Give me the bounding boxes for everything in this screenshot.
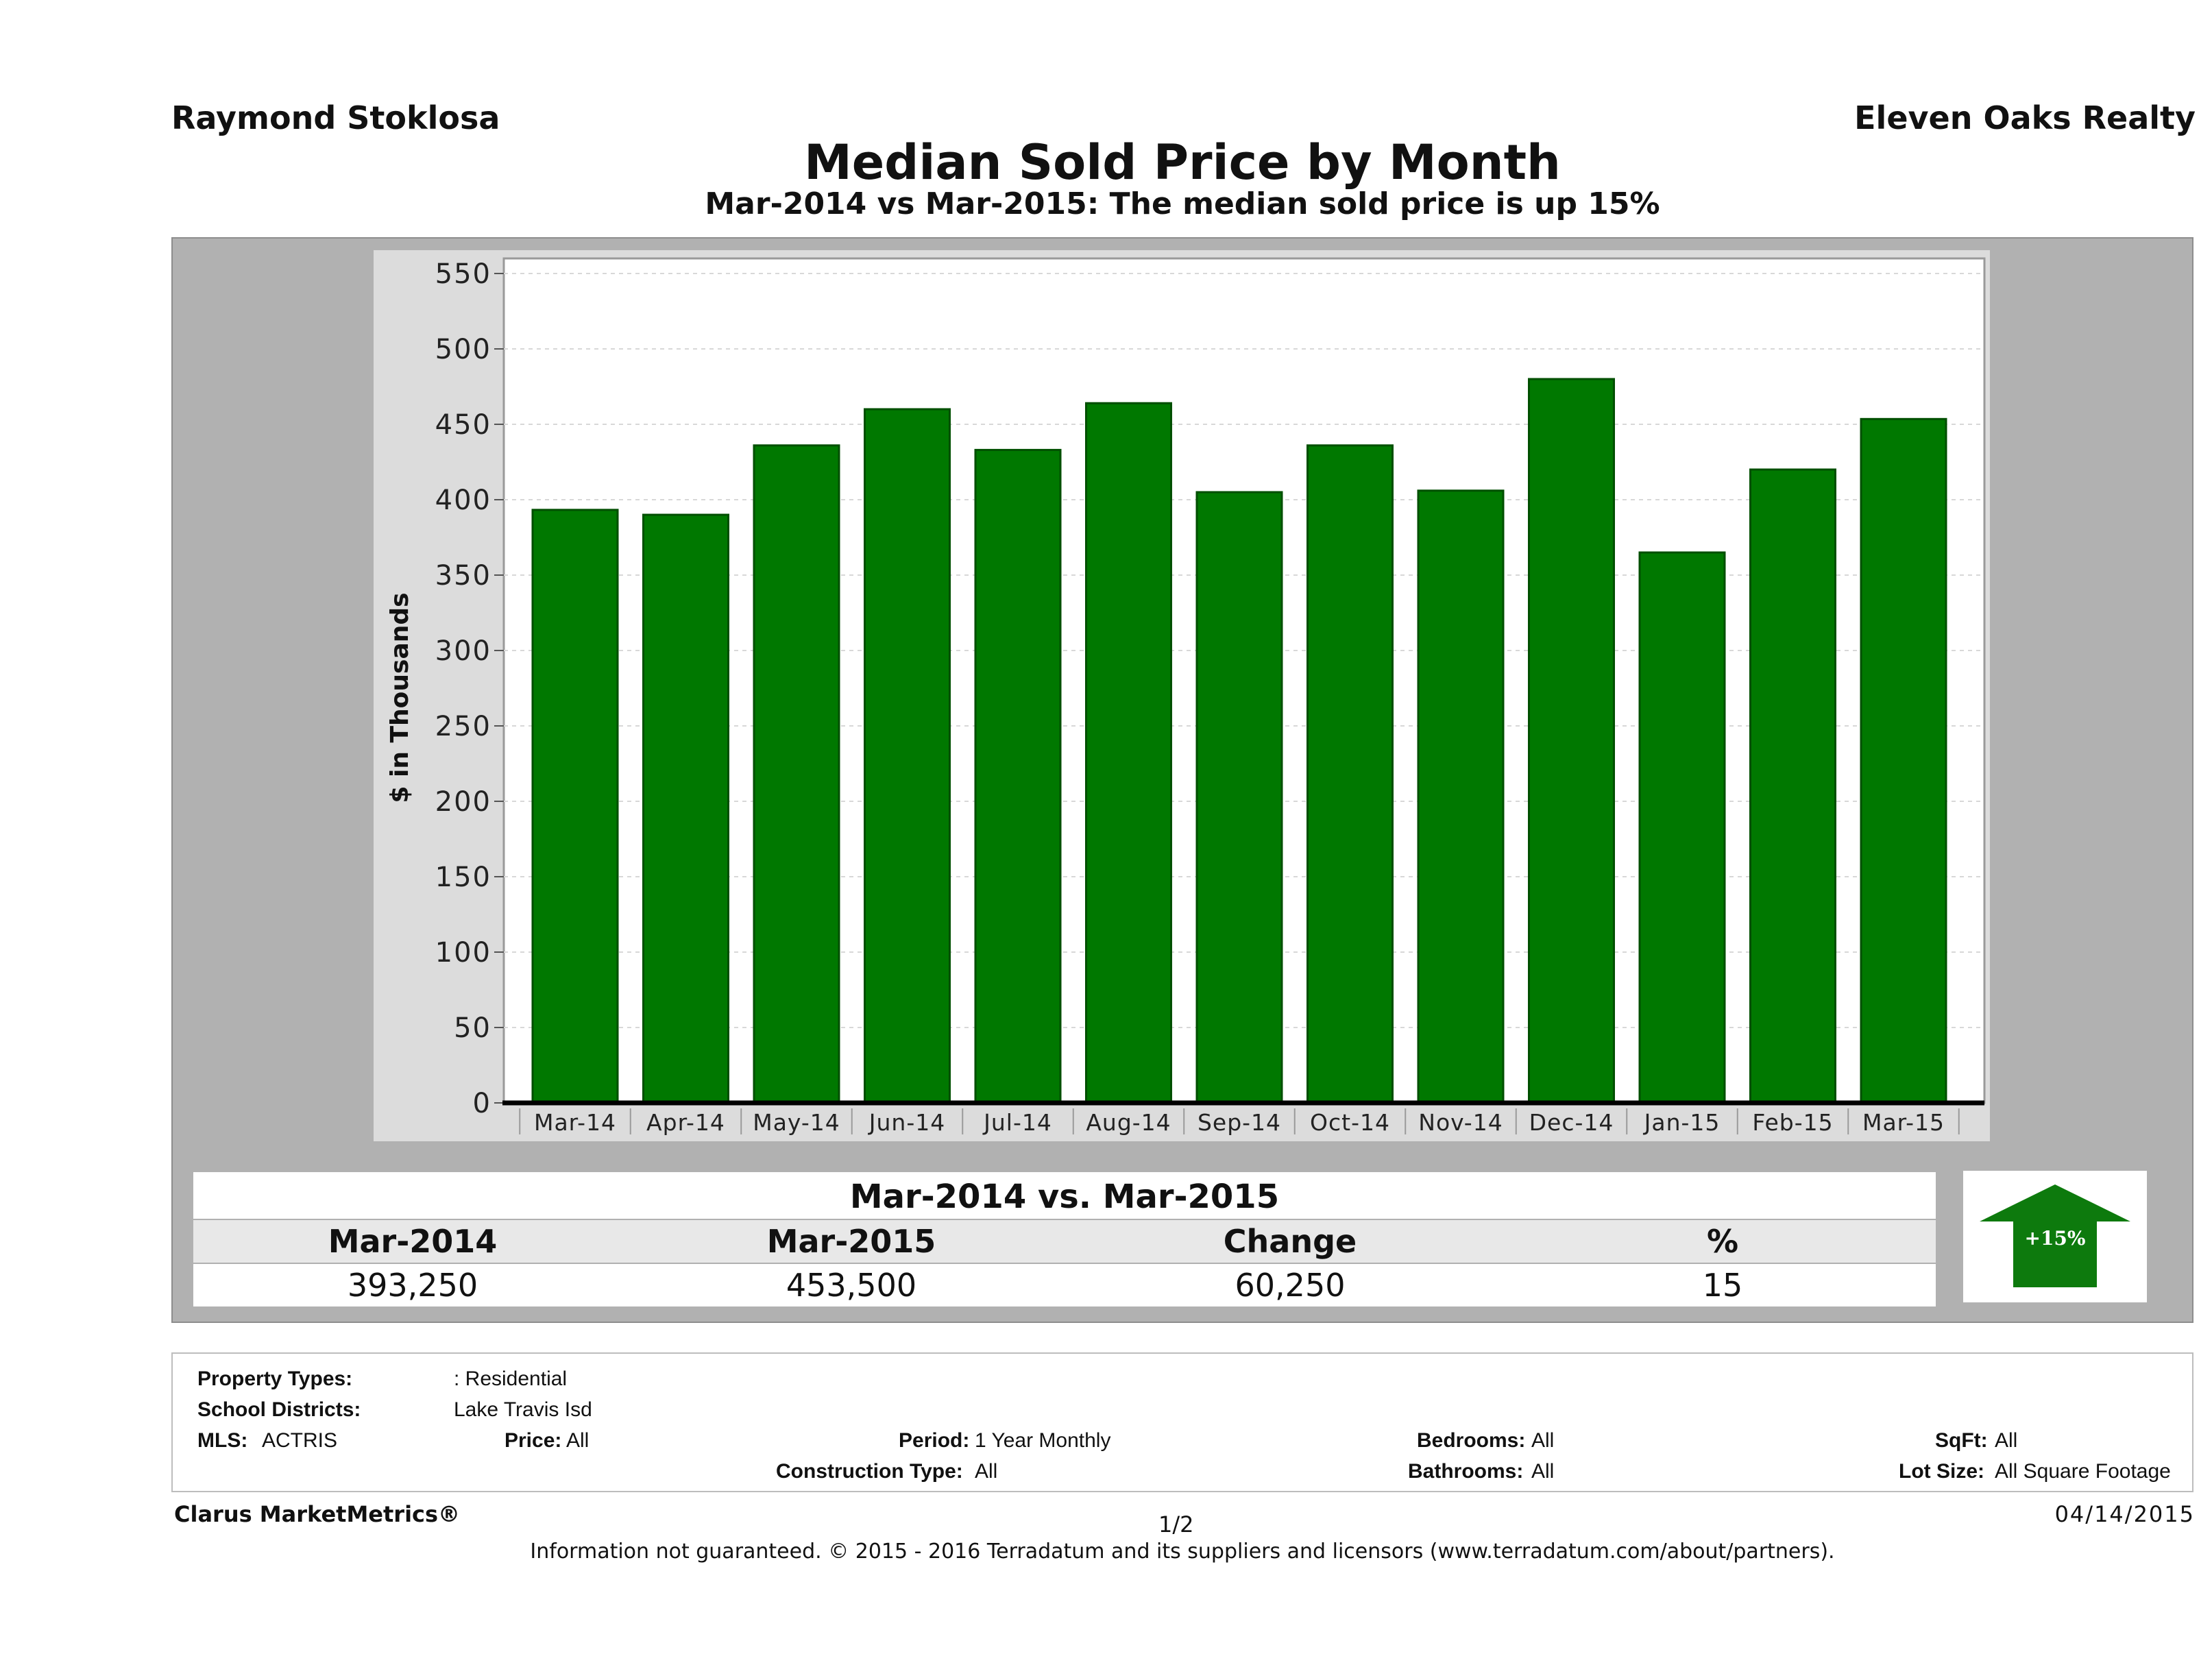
bedrooms-value: All	[1531, 1429, 1555, 1452]
school-districts-value: Lake Travis Isd	[454, 1398, 592, 1421]
summary-col-change: Change	[1223, 1223, 1357, 1260]
x-tick-label: Feb-15	[1752, 1109, 1833, 1136]
summary-value-end: 453,500	[786, 1267, 917, 1304]
up-arrow-icon: +15%	[1980, 1184, 2130, 1287]
bar	[1638, 551, 1726, 1104]
bar	[531, 509, 619, 1104]
summary-col-end: Mar-2015	[766, 1223, 936, 1260]
page-number: 1/2	[1158, 1511, 1194, 1537]
x-tick-label: Aug-14	[1086, 1109, 1171, 1136]
property-types-label: Property Types:	[197, 1367, 353, 1390]
summary-value-percent: 15	[1702, 1267, 1743, 1304]
x-tick-label: May-14	[753, 1109, 840, 1136]
bar	[974, 448, 1062, 1104]
sqft-value: All	[1995, 1429, 2018, 1452]
summary-header-row: Mar-2014 Mar-2015 Change %	[193, 1220, 1936, 1263]
school-districts-label: School Districts:	[197, 1398, 361, 1421]
price-label: Price:	[505, 1429, 562, 1452]
construction-type-label: Construction Type:	[776, 1460, 963, 1483]
x-tick-label: Mar-14	[534, 1109, 616, 1136]
y-tick-label: 550	[435, 258, 491, 290]
change-badge-text: +15%	[2024, 1227, 2085, 1250]
bathrooms-value: All	[1531, 1460, 1555, 1483]
x-tick-label: Dec-14	[1529, 1109, 1614, 1136]
x-tick-label: Jan-15	[1643, 1109, 1721, 1136]
y-axis-label: $ in Thousands	[386, 592, 414, 803]
bar	[1528, 378, 1615, 1104]
disclaimer: Information not guaranteed. © 2015 - 201…	[530, 1540, 1835, 1564]
x-tick-label: Mar-15	[1862, 1109, 1945, 1136]
y-tick-label: 100	[435, 937, 491, 969]
bar	[1749, 468, 1836, 1104]
summary-heading: Mar-2014 vs. Mar-2015	[193, 1172, 1936, 1219]
summary-value-start: 393,250	[347, 1267, 478, 1304]
x-tick-label: Jun-14	[868, 1109, 945, 1136]
summary-col-percent: %	[1706, 1223, 1739, 1260]
x-tick-label: Oct-14	[1310, 1109, 1390, 1136]
y-tick-label: 0	[473, 1088, 491, 1119]
report-date: 04/14/2015	[2054, 1501, 2195, 1527]
bathrooms-label: Bathrooms:	[1408, 1460, 1524, 1483]
y-tick-label: 400	[435, 485, 491, 516]
y-tick-label: 200	[435, 786, 491, 818]
summary-value-row: 393,250 453,500 60,250 15	[193, 1264, 1936, 1306]
x-tick-label: Nov-14	[1418, 1109, 1503, 1136]
bar	[1085, 402, 1172, 1104]
summary-table: Mar-2014 vs. Mar-2015 Mar-2014 Mar-2015 …	[193, 1172, 1936, 1306]
footer-brand: Clarus MarketMetrics®	[174, 1501, 461, 1527]
chart-area: 0 50 100 150 200 250 300 350 400 450 500 550 $ in Th…	[374, 250, 1990, 1141]
bar	[753, 444, 840, 1104]
bedrooms-label: Bedrooms:	[1417, 1429, 1526, 1452]
property-types-value: : Residential	[454, 1367, 568, 1390]
bar-chart: 0 50 100 150 200 250 300 350 400 450 500 550 $ in Th…	[386, 257, 1986, 1136]
x-tick-label: Jul-14	[982, 1109, 1052, 1136]
search-criteria: Property Types: : Residential School Dis…	[171, 1352, 2193, 1492]
chart-subtitle: Mar-2014 vs Mar-2015: The median sold pr…	[705, 186, 1660, 221]
y-tick-label: 500	[435, 334, 491, 365]
period-value: 1 Year Monthly	[975, 1429, 1111, 1452]
summary-value-change: 60,250	[1235, 1267, 1346, 1304]
lot-size-label: Lot Size:	[1899, 1460, 1984, 1483]
change-indicator: +15%	[1963, 1171, 2147, 1302]
chart-title: Median Sold Price by Month	[804, 134, 1561, 191]
price-value: All	[566, 1429, 590, 1452]
construction-type-value: All	[975, 1460, 998, 1483]
lot-size-value: All Square Footage	[1995, 1460, 2171, 1483]
bar	[1195, 491, 1283, 1104]
bar	[642, 513, 729, 1104]
y-tick-label: 350	[435, 560, 491, 592]
y-tick-label: 250	[435, 711, 491, 742]
bar	[864, 408, 951, 1104]
y-tick-label: 50	[454, 1012, 491, 1044]
x-tick-label: Apr-14	[646, 1109, 725, 1136]
bar	[1417, 489, 1505, 1104]
sqft-label: SqFt:	[1935, 1429, 1988, 1452]
y-tick-label: 150	[435, 862, 491, 893]
bar	[1860, 417, 1947, 1104]
summary-col-start: Mar-2014	[328, 1223, 498, 1260]
bar	[1306, 444, 1394, 1104]
mls-label: MLS:	[197, 1429, 248, 1452]
y-tick-label: 300	[435, 635, 491, 667]
mls-value: ACTRIS	[262, 1429, 338, 1452]
period-label: Period:	[899, 1429, 970, 1452]
x-tick-label: Sep-14	[1198, 1109, 1281, 1136]
brokerage-name: Eleven Oaks Realty	[1854, 99, 2196, 136]
y-tick-label: 450	[435, 409, 491, 441]
agent-name: Raymond Stoklosa	[171, 99, 500, 136]
